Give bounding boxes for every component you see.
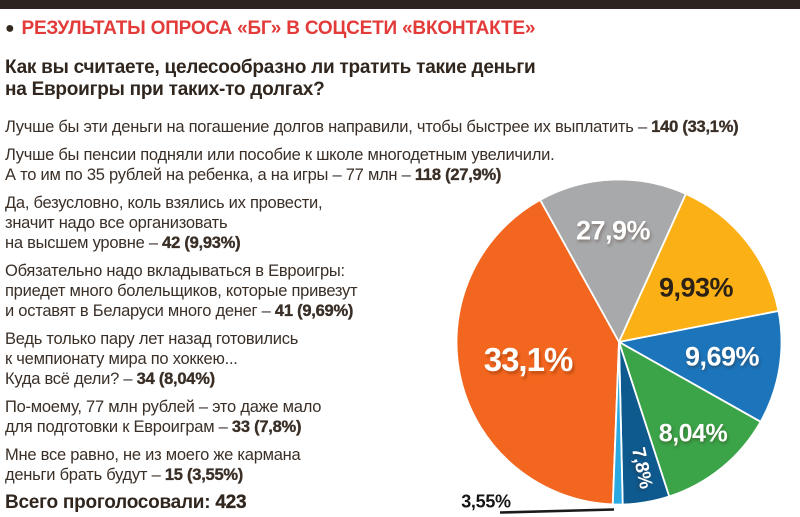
answer-result: 42 (9,93%) [162, 234, 241, 252]
pie-slice-9-69 [618, 310, 783, 423]
answer-result: 15 (3,55%) [164, 466, 244, 484]
survey-question: Как вы считаете, целесообразно ли тратит… [5, 57, 536, 100]
question-line: на Евроигры при таких-то долгах? [5, 78, 325, 100]
answer-text: Лучше бы эти деньги на погашение долгов … [5, 118, 652, 136]
page-title-text: РЕЗУЛЬТАТЫ ОПРОСА «БГ» В СОЦСЕТИ «ВКОНТА… [21, 18, 536, 39]
pie-slice-9-93 [618, 193, 780, 343]
answer-item: Лучше бы пенсии подняли или пособие к шк… [5, 145, 797, 185]
bullet-icon: ● [5, 20, 15, 37]
answer-item: По-моему, 77 млн рублей – это даже мало … [5, 397, 797, 437]
page-title: ● РЕЗУЛЬТАТЫ ОПРОСА «БГ» В СОЦСЕТИ «ВКОНТ… [5, 18, 536, 40]
total-label: Всего проголосовали: [5, 492, 211, 513]
answer-text: и оставят в Беларуси много денег – [5, 302, 275, 320]
answer-item: Мне все равно, не из моего же кармана де… [5, 445, 797, 485]
answer-text: По-моему, 77 млн рублей – это даже мало [5, 398, 322, 416]
answer-text: к чемпионату мира по хоккею... [5, 350, 238, 368]
pie-label-33-1: 33,1% [483, 341, 574, 378]
answer-item: Да, безусловно, коль взялись их провести… [5, 193, 797, 253]
pie-slice-27-9 [539, 178, 687, 343]
answer-text: Обязательно надо вкладываться в Евроигры… [5, 262, 345, 280]
question-line: Как вы считаете, целесообразно ли тратит… [5, 57, 536, 78]
answer-text: приедет много болельщиков, которые приве… [5, 282, 358, 300]
answer-text: для подготовки к Евроиграм – [5, 418, 232, 436]
total-value: 423 [215, 492, 247, 513]
pie-slice-3-55 [611, 341, 624, 506]
answer-item: Обязательно надо вкладываться в Евроигры… [5, 261, 797, 321]
answer-text: Мне все равно, не из моего же кармана [5, 446, 301, 464]
answer-result: 41 (9,69%) [274, 302, 354, 320]
pie-slice-8-04 [618, 341, 762, 498]
pie-label-27-9: 27,9% [575, 215, 651, 246]
answer-text: Лучше бы пенсии подняли или пособие к шк… [5, 146, 555, 164]
answer-text: Куда всё дели? – [5, 370, 137, 388]
pie-label-3-55: 3,55% [461, 491, 511, 512]
answer-text: Да, безусловно, коль взялись их провести… [5, 194, 323, 212]
answer-result: 118 (27,9%) [414, 166, 502, 184]
pie-label-9-93: 9,93% [658, 272, 734, 303]
answer-item: Ведь только пару лет назад готовились к … [5, 329, 797, 389]
answer-item: Лучше бы эти деньги на погашение долгов … [5, 117, 797, 137]
pie-label-8-04: 8,04% [658, 419, 728, 448]
answer-text: значит надо все организовать [5, 214, 228, 232]
callout-line-3-55 [499, 508, 615, 514]
answer-result: 140 (33,1%) [651, 118, 739, 136]
answer-result: 33 (7,8%) [231, 418, 302, 436]
top-bar [0, 0, 800, 9]
pie-slice-33-1 [455, 199, 620, 506]
answer-text: Ведь только пару лет назад готовились [5, 330, 299, 348]
answer-result: 34 (8,04%) [136, 370, 215, 388]
answer-text: на высшем уровне – [5, 234, 163, 252]
total-votes: Всего проголосовали: 423 [5, 492, 797, 513]
pie-label-9-69: 9,69% [684, 341, 760, 372]
answer-text: деньги брать будут – [5, 466, 165, 484]
answers-list: Лучше бы эти деньги на погашение долгов … [5, 117, 797, 513]
answer-text: А то им по 35 рублей на ребенка, а на иг… [5, 166, 415, 184]
